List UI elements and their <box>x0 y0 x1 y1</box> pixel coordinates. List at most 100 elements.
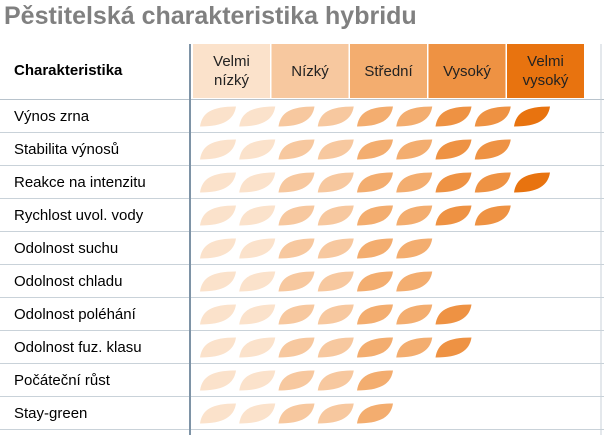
leaf <box>435 106 472 127</box>
leaf <box>317 370 354 391</box>
rating-leaves <box>200 139 511 160</box>
leaf <box>514 106 550 127</box>
category-label: Odolnost poléhání <box>14 305 136 323</box>
leaf <box>278 370 315 391</box>
category-label: Reakce na intenzitu <box>14 173 146 191</box>
leaf <box>396 271 433 292</box>
level-header: Velmi vysoký <box>522 53 569 89</box>
level-header: Velmi nízký <box>213 53 250 89</box>
leaf <box>317 403 354 424</box>
leaf <box>435 337 472 358</box>
category-label: Rychlost uvol. vody <box>14 206 144 224</box>
leaf <box>239 304 276 325</box>
leaf <box>239 139 276 160</box>
leaf <box>200 139 236 160</box>
leaf <box>200 304 236 325</box>
leaf <box>357 403 393 424</box>
rating-leaves <box>200 271 433 292</box>
leaf <box>278 403 315 424</box>
leaf <box>474 172 511 193</box>
leaf <box>278 106 315 127</box>
leaf <box>396 139 433 160</box>
leaf <box>474 106 511 127</box>
level-header-bg <box>428 44 506 98</box>
level-header-bg <box>271 44 349 98</box>
category-label: Stabilita výnosů <box>14 140 120 158</box>
rating-leaves <box>200 106 550 127</box>
leaf <box>278 337 315 358</box>
category-label: Odolnost fuz. klasu <box>14 338 142 356</box>
leaf <box>278 271 315 292</box>
leaf <box>200 271 236 292</box>
leaf <box>239 337 276 358</box>
leaf <box>278 139 315 160</box>
rating-leaves <box>200 172 550 193</box>
leaf <box>474 139 511 160</box>
leaf <box>239 271 276 292</box>
level-header-bg <box>507 44 584 98</box>
level-header: Nízký <box>291 62 329 80</box>
leaf <box>239 205 276 226</box>
leaf <box>357 337 393 358</box>
leaf <box>239 172 276 193</box>
rating-leaves <box>200 403 393 424</box>
leaf <box>396 337 433 358</box>
leaf <box>357 139 393 160</box>
leaf <box>239 370 276 391</box>
leaf <box>514 172 550 193</box>
leaf <box>317 205 354 226</box>
row-header: Charakteristika <box>14 62 123 79</box>
leaf <box>317 238 354 259</box>
leaf <box>357 271 393 292</box>
leaf <box>474 205 511 226</box>
leaf <box>278 172 315 193</box>
category-label: Počáteční růst <box>14 371 110 389</box>
leaf <box>357 238 393 259</box>
leaf <box>200 238 236 259</box>
leaf <box>278 205 315 226</box>
level-header-bg <box>350 44 427 98</box>
rating-leaves <box>200 370 393 391</box>
leaf <box>357 205 393 226</box>
category-label: Odolnost suchu <box>14 239 119 257</box>
leaf <box>317 337 354 358</box>
category-label: Stay-green <box>14 404 88 422</box>
leaf <box>396 106 433 127</box>
leaf <box>200 403 236 424</box>
leaf <box>317 139 354 160</box>
leaf <box>239 403 276 424</box>
level-header-bg <box>193 44 270 98</box>
leaf <box>278 304 315 325</box>
leaf <box>435 205 472 226</box>
leaf <box>357 172 393 193</box>
leaf <box>200 337 236 358</box>
leaf <box>239 238 276 259</box>
category-label: Odolnost chladu <box>14 272 123 290</box>
leaf <box>317 172 354 193</box>
leaf <box>396 172 433 193</box>
leaf <box>396 304 433 325</box>
leaf <box>239 106 276 127</box>
leaf <box>317 271 354 292</box>
rating-leaves <box>200 337 472 358</box>
rating-leaves <box>200 304 472 325</box>
leaf <box>357 106 393 127</box>
category-label: Výnos zrna <box>14 107 90 125</box>
leaf <box>317 106 354 127</box>
leaf <box>200 370 236 391</box>
rating-leaves <box>200 205 511 226</box>
leaf <box>357 370 393 391</box>
level-header: Střední <box>364 62 413 80</box>
leaf <box>357 304 393 325</box>
leaf <box>396 238 433 259</box>
leaf <box>435 304 472 325</box>
leaf <box>278 238 315 259</box>
leaf <box>396 205 433 226</box>
leaf <box>435 172 472 193</box>
level-header: Vysoký <box>443 62 491 80</box>
leaf <box>200 106 236 127</box>
leaf <box>200 172 236 193</box>
leaf <box>435 139 472 160</box>
